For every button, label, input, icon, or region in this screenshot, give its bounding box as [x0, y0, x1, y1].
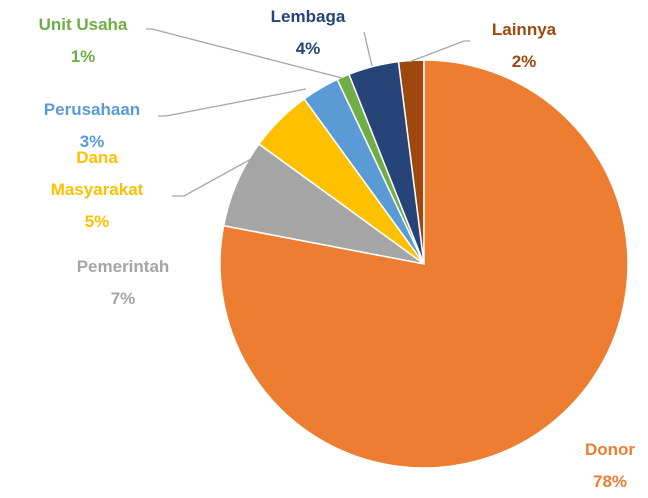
leader-line [158, 88, 307, 117]
percent-label: 4% [295, 39, 321, 58]
data-label: Dana Masyarakat 5% [42, 142, 152, 238]
pie-slice [219, 59, 629, 469]
percent-label: 5% [84, 212, 110, 231]
leader-lines [146, 28, 470, 197]
leader-line [146, 28, 343, 79]
category-label: Unit Usaha [38, 15, 128, 34]
percent-label: 3% [79, 132, 105, 151]
percent-label: 2% [511, 52, 537, 71]
percent-label: 1% [70, 47, 96, 66]
category-label: Perusahaan [43, 100, 141, 119]
data-label: Pemerintah 7% [53, 251, 193, 315]
category-label: Lainnya [491, 20, 557, 39]
category-label: Dana Masyarakat [50, 148, 144, 199]
leader-line [172, 152, 263, 197]
percent-label: 7% [110, 289, 136, 308]
data-label: Perusahaan 3% [22, 94, 162, 158]
data-label: Lembaga 4% [248, 1, 368, 65]
data-label: Unit Usaha 1% [13, 9, 153, 73]
leader-line [363, 31, 373, 67]
category-label: Pemerintah [76, 257, 170, 276]
data-label: Lainnya 2% [464, 14, 584, 78]
category-label: Lembaga [270, 7, 346, 26]
data-label: Donor 78% [550, 434, 648, 498]
category-label: Donor [584, 440, 636, 459]
percent-label: 78% [592, 472, 628, 491]
leader-line [408, 40, 470, 63]
